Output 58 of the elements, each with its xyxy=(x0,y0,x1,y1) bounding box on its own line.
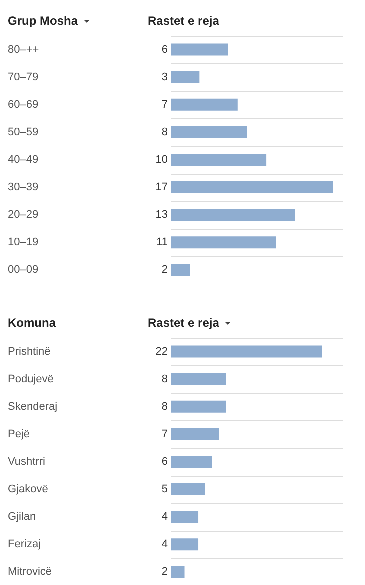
y-axis-title: Grup Mosha xyxy=(8,14,78,28)
y-tick-label: 60–69 xyxy=(8,98,39,111)
bar xyxy=(171,400,226,413)
data-label: 8 xyxy=(162,373,168,386)
bar xyxy=(171,456,212,468)
bar xyxy=(171,44,228,56)
bar xyxy=(171,373,226,386)
data-label: 8 xyxy=(162,126,168,138)
data-label: 6 xyxy=(162,44,168,56)
data-label: 6 xyxy=(162,456,168,468)
bar xyxy=(171,236,276,249)
bar xyxy=(171,209,296,222)
bar xyxy=(171,566,185,578)
bar xyxy=(171,484,206,496)
bar xyxy=(171,428,220,440)
data-label: 13 xyxy=(156,209,168,222)
data-label: 5 xyxy=(162,484,168,496)
data-label: 3 xyxy=(162,71,168,84)
y-tick-label: Gjakovë xyxy=(8,484,48,496)
y-tick-label: 80–++ xyxy=(8,44,40,56)
x-axis-title: Rastet e reja xyxy=(148,316,220,330)
y-tick-label: Skenderaj xyxy=(8,400,58,413)
data-label: 4 xyxy=(162,511,168,524)
data-label: 4 xyxy=(162,538,168,551)
y-tick-label: Vushtrri xyxy=(8,456,46,468)
y-tick-label: 50–59 xyxy=(8,126,39,138)
data-label: 8 xyxy=(162,400,168,413)
bar xyxy=(171,71,200,84)
data-label: 10 xyxy=(156,154,168,166)
bar xyxy=(171,346,322,358)
data-label: 11 xyxy=(156,236,168,249)
bar xyxy=(171,182,334,194)
y-tick-label: Mitrovicë xyxy=(8,566,52,578)
y-tick-label: Podujevë xyxy=(8,373,54,386)
y-tick-label: Gjilan xyxy=(8,511,36,524)
y-tick-label: Ferizaj xyxy=(8,538,42,551)
data-label: 2 xyxy=(162,566,168,578)
bar xyxy=(171,511,199,524)
x-axis-title: Rastet e reja xyxy=(148,14,220,28)
data-label: 22 xyxy=(156,346,168,358)
y-axis-title: Komuna xyxy=(8,316,56,330)
y-tick-label: 40–49 xyxy=(8,154,39,166)
y-tick-label: Pejë xyxy=(8,428,30,440)
y-tick-label: 10–19 xyxy=(8,236,39,249)
y-tick-label: 30–39 xyxy=(8,182,39,194)
data-label: 7 xyxy=(162,428,168,440)
bar xyxy=(171,264,190,276)
bar xyxy=(171,538,199,551)
data-label: 2 xyxy=(162,264,168,276)
data-label: 17 xyxy=(156,182,168,194)
y-tick-label: 20–29 xyxy=(8,209,39,222)
bar xyxy=(171,98,238,111)
y-tick-label: 70–79 xyxy=(8,71,39,84)
bar xyxy=(171,154,267,166)
y-tick-label: Prishtinë xyxy=(8,346,51,358)
y-tick-label: 00–09 xyxy=(8,264,39,276)
bar xyxy=(171,126,248,138)
data-label: 7 xyxy=(162,98,168,111)
